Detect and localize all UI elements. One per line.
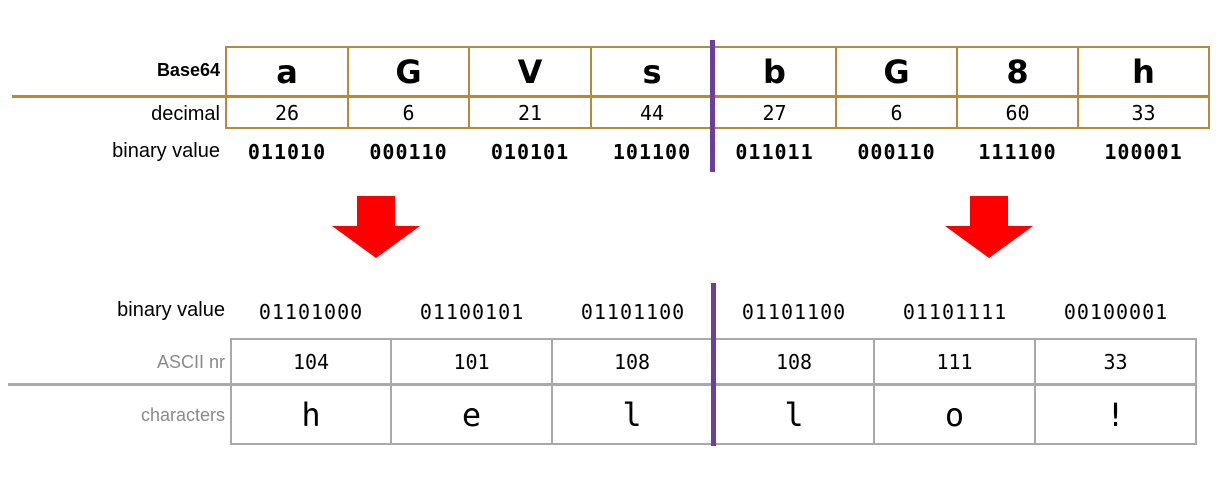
- binary-6bit-value: 100001: [1104, 140, 1183, 164]
- table-border: [225, 46, 227, 129]
- character-value: h: [301, 395, 321, 434]
- decimal-value: 27: [762, 101, 787, 125]
- binary-6bit-value: 000110: [369, 140, 448, 164]
- table-border: [8, 383, 1197, 386]
- binary-8bit-value: 01101100: [580, 300, 686, 324]
- ascii-value: 108: [613, 349, 651, 374]
- decimal-value: 6: [402, 101, 415, 125]
- table-border: [12, 95, 1210, 98]
- table-border: [873, 338, 875, 445]
- down-arrow-icon: [945, 196, 1033, 258]
- table-border: [347, 46, 349, 129]
- binary-8bit-value: 01101000: [258, 300, 364, 324]
- base64-char: G: [883, 53, 910, 91]
- decimal-value: 6: [890, 101, 903, 125]
- character-value: l: [784, 395, 804, 434]
- binary-row-label: binary value: [117, 299, 225, 321]
- group-divider: [710, 40, 715, 172]
- binary-6bit-value: 011010: [247, 140, 327, 164]
- binary-6bit-value: 101100: [612, 140, 692, 164]
- table-border: [956, 46, 958, 129]
- group-divider: [711, 283, 716, 446]
- binary-8bit-value: 00100001: [1063, 300, 1169, 324]
- decimal-value: 60: [1005, 101, 1030, 125]
- table-border: [590, 46, 592, 129]
- base64-row-label: Base64: [156, 60, 220, 80]
- characters-row-label: characters: [140, 405, 225, 425]
- table-border: [1034, 338, 1036, 445]
- table-border: [1195, 338, 1197, 445]
- decimal-value: 33: [1131, 101, 1156, 125]
- table-border: [390, 338, 392, 445]
- table-border: [1077, 46, 1079, 129]
- decimal-row-label: decimal: [151, 103, 220, 125]
- binary-6bit-value: 010101: [490, 140, 570, 164]
- base64-char: V: [517, 53, 543, 91]
- table-border: [225, 46, 1210, 48]
- table-border: [468, 46, 470, 129]
- table-border: [551, 338, 553, 445]
- base64-char: 8: [1006, 53, 1029, 91]
- binary-row-label: binary value: [112, 140, 220, 162]
- table-border: [1208, 46, 1210, 129]
- ascii-value: 101: [453, 349, 490, 374]
- ascii-value: 33: [1103, 349, 1128, 374]
- binary-6bit-value: 000110: [857, 140, 936, 164]
- base64-char: s: [642, 53, 662, 91]
- binary-8bit-value: 01100101: [419, 300, 525, 324]
- table-border: [230, 338, 232, 445]
- table-border: [225, 127, 1210, 129]
- decimal-value: 21: [517, 101, 543, 125]
- character-value: l: [622, 395, 642, 434]
- base64-char: h: [1132, 53, 1155, 91]
- down-arrow-icon: [332, 196, 420, 258]
- binary-6bit-value: 011011: [735, 140, 814, 164]
- ascii-row-label: ASCII nr: [156, 352, 225, 372]
- base64-char: G: [395, 53, 422, 91]
- binary-8bit-value: 01101111: [902, 300, 1008, 324]
- table-border: [835, 46, 837, 129]
- base64-char: b: [763, 53, 786, 91]
- character-value: e: [461, 395, 482, 434]
- ascii-value: 111: [936, 349, 973, 374]
- ascii-value: 104: [292, 349, 330, 374]
- ascii-value: 108: [775, 349, 813, 374]
- character-value: o: [944, 395, 965, 434]
- character-value: !: [1105, 395, 1126, 434]
- base64-char: a: [276, 53, 298, 91]
- decimal-value: 44: [639, 101, 665, 125]
- binary-8bit-value: 01101100: [741, 300, 847, 324]
- binary-6bit-value: 111100: [978, 140, 1057, 164]
- decimal-value: 26: [274, 101, 300, 125]
